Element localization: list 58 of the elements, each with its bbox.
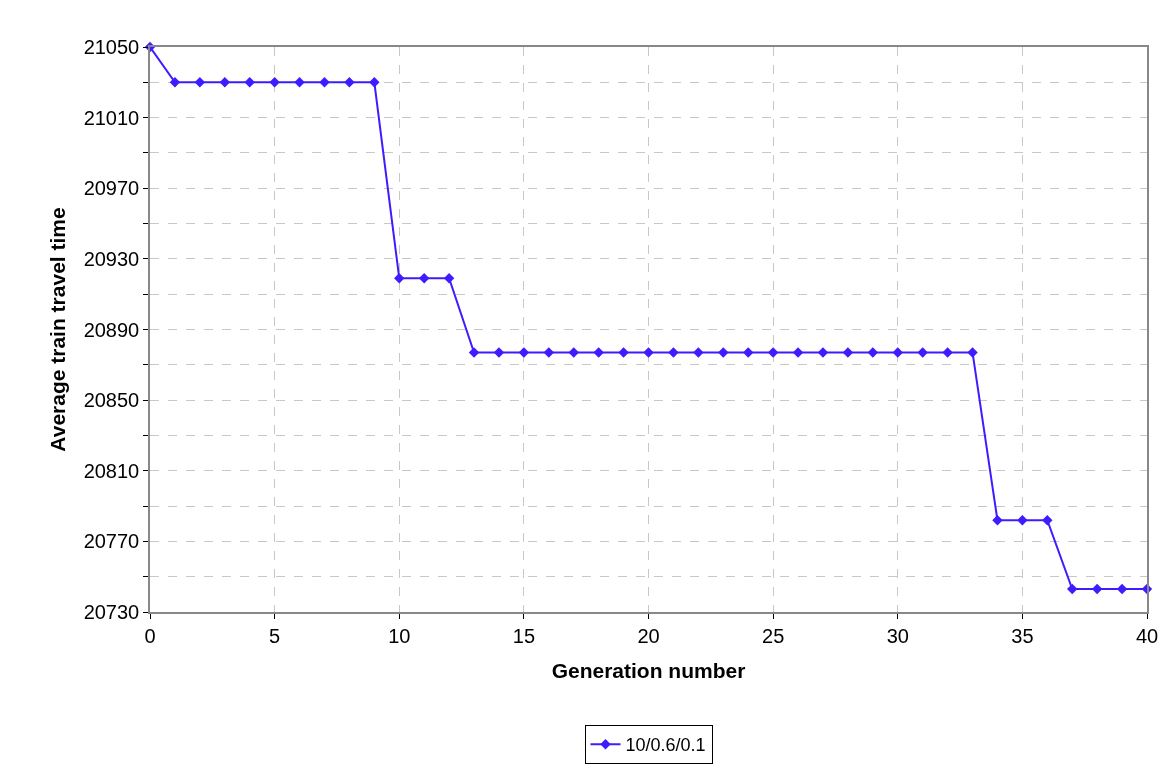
point [1067, 583, 1078, 595]
x-tick-label: 35 [1011, 624, 1034, 647]
point [1042, 514, 1053, 526]
y-tick-label: 20890 [83, 318, 140, 341]
x-tick-label: 30 [886, 624, 909, 647]
point [394, 273, 405, 284]
point [219, 77, 230, 88]
point [917, 347, 928, 358]
point [518, 347, 530, 358]
point [693, 347, 704, 358]
point [618, 347, 629, 358]
point [867, 347, 879, 358]
point [244, 77, 255, 88]
point [743, 347, 754, 358]
x-tick-label: 5 [269, 624, 281, 647]
point [269, 77, 280, 88]
x-tick-label: 25 [762, 624, 785, 647]
point [892, 347, 903, 358]
y-tick-label: 21010 [83, 106, 140, 129]
point [767, 347, 779, 358]
y-tick-label: 20850 [83, 389, 140, 412]
point [319, 77, 330, 88]
point [593, 347, 604, 358]
point [493, 347, 505, 358]
x-tick-label: 10 [388, 624, 411, 647]
point [418, 273, 430, 284]
y-tick-label: 20930 [83, 247, 140, 270]
point [468, 347, 480, 358]
point [294, 77, 305, 88]
y-tick-label: 20770 [83, 530, 140, 553]
y-tick-label: 20810 [83, 459, 140, 482]
x-tick-label: 20 [637, 624, 660, 647]
point [992, 514, 1003, 526]
y-axis-title: Average train travel time [46, 207, 70, 452]
point [543, 347, 554, 358]
y-tick-label: 20970 [83, 177, 140, 200]
point [344, 77, 355, 88]
point [169, 77, 181, 88]
x-tick-label: 15 [512, 624, 536, 647]
legend-label: 10/0.6/0.1 [625, 735, 706, 756]
y-tick-label: 21050 [83, 36, 140, 58]
point [369, 77, 380, 88]
point [792, 347, 804, 358]
point [643, 347, 654, 358]
point [842, 347, 854, 358]
point [443, 273, 455, 284]
point [967, 347, 978, 358]
point [718, 347, 729, 358]
y-tick-label: 20730 [83, 601, 140, 623]
point [1017, 514, 1028, 526]
x-axis-title: Generation number [551, 659, 746, 683]
point [668, 347, 679, 358]
point [568, 347, 579, 358]
x-tick-label: 40 [1135, 624, 1159, 647]
point [194, 77, 206, 88]
point [817, 347, 829, 358]
point [942, 347, 953, 358]
x-tick-label: 0 [144, 624, 156, 647]
